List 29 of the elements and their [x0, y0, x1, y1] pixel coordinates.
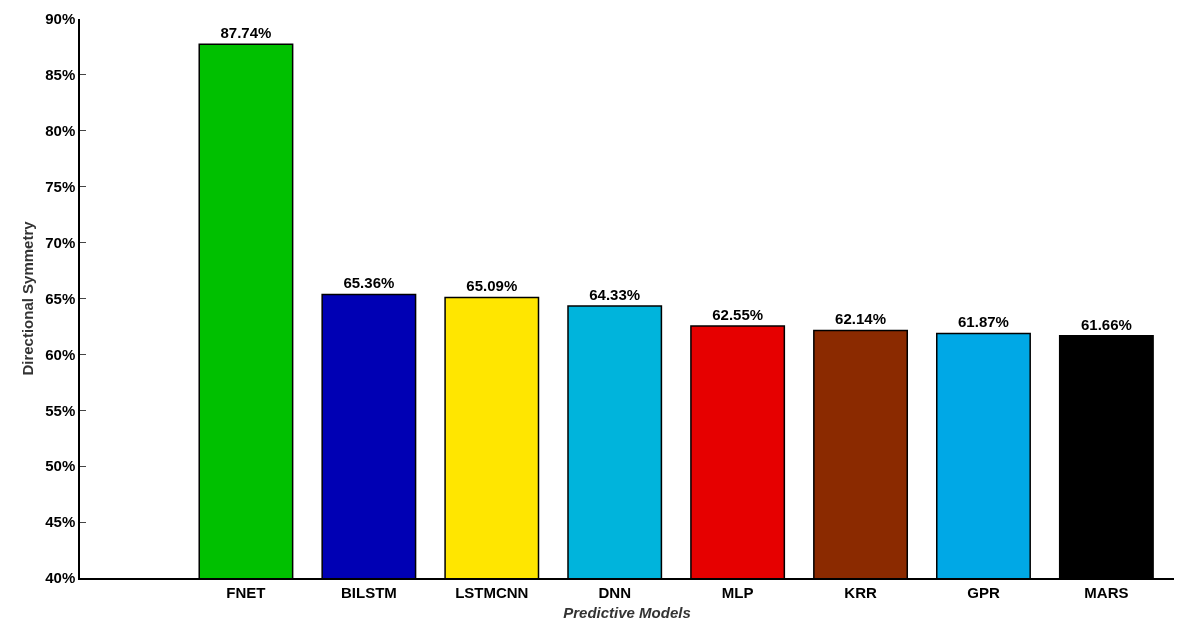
data-label: 61.66% — [1080, 315, 1132, 333]
data-label: 65.09% — [466, 277, 518, 295]
data-label: 87.74% — [220, 24, 272, 42]
y-tick-label: 90% — [45, 10, 76, 28]
y-tick-label: 50% — [45, 457, 76, 475]
data-label: 62.14% — [835, 310, 886, 328]
y-tick-label: 65% — [45, 289, 76, 307]
x-tick-label: BILSTM — [340, 583, 397, 601]
y-tick-label: 85% — [45, 66, 76, 84]
x-tick-label: LSTMCNN — [455, 583, 529, 601]
y-tick-label: 45% — [45, 513, 76, 531]
y-tick-label: 70% — [45, 233, 76, 251]
x-axis-title: Predictive Models — [563, 604, 691, 622]
x-tick-label: KRR — [844, 583, 877, 601]
y-tick-label: 80% — [45, 122, 76, 140]
data-label: 61.87% — [958, 313, 1009, 331]
y-tick-label: 60% — [45, 345, 76, 363]
y-tick-label: 55% — [45, 401, 76, 419]
x-tick-label: MLP — [721, 583, 754, 601]
x-tick-label: GPR — [967, 583, 1000, 601]
y-tick-label: 75% — [45, 177, 76, 195]
x-tick-label: DNN — [598, 583, 631, 601]
x-tick-label: MARS — [1084, 583, 1129, 601]
x-tick-label: FNET — [226, 583, 266, 601]
data-label: 64.33% — [589, 285, 641, 303]
data-label: 65.36% — [343, 274, 395, 292]
y-tick-label: 40% — [45, 569, 76, 587]
data-label: 62.55% — [712, 305, 764, 323]
y-axis-title: Directional Symmetry — [18, 220, 36, 376]
